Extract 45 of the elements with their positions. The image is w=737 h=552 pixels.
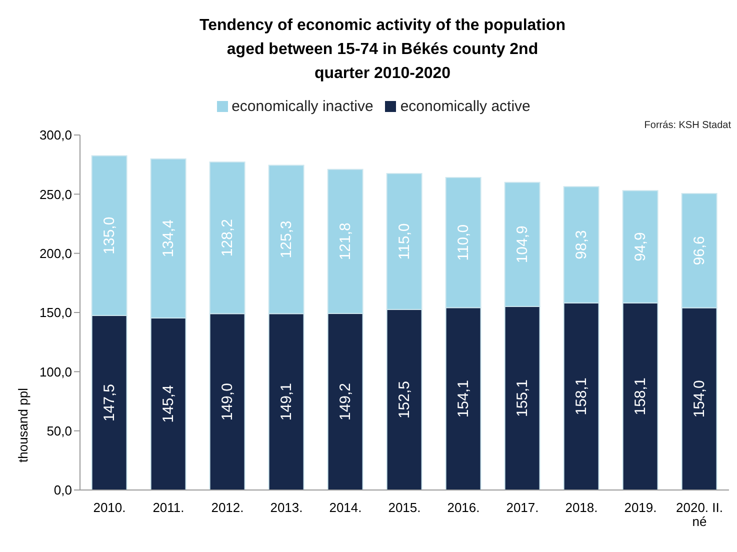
legend-label: economically inactive <box>230 98 374 115</box>
x-tick-label: 2013. <box>270 500 303 515</box>
data-label: 149,0 <box>218 383 236 421</box>
data-label: 110,0 <box>454 224 472 261</box>
data-label: 154,1 <box>454 380 472 418</box>
x-tick-label: 2019. <box>624 500 657 515</box>
text: Forrás: KSH Stadat <box>644 120 731 131</box>
data-label: 104,9 <box>514 226 531 264</box>
data-label: 125,3 <box>278 220 295 258</box>
x-tick-label: 2014. <box>329 500 362 515</box>
data-label: 149,1 <box>278 383 295 421</box>
data-label: 152,5 <box>396 380 413 419</box>
y-tick-label: 150,0 <box>39 305 72 320</box>
x-tick-label: 2018. <box>565 500 598 515</box>
data-label: 121,8 <box>336 222 354 260</box>
x-tick-label: 2017. <box>506 500 539 515</box>
chart-title: Tendency of economic activity of the population aged between 15-74 in Békés county 2nd quarter 2010-2020 <box>198 16 566 84</box>
data-label: 115,0 <box>396 223 413 260</box>
data-label: 155,1 <box>514 379 531 418</box>
data-label: 98,3 <box>572 230 590 260</box>
x-tick-label: 2012. <box>211 500 244 515</box>
x-tick-label: 2010. <box>93 500 126 515</box>
data-label: 94,9 <box>632 232 649 262</box>
y-axis-title: thousand ppl <box>16 388 31 462</box>
data-label: 128,2 <box>218 219 236 257</box>
data-label: 158,1 <box>632 378 649 416</box>
data-label: 96,6 <box>690 236 708 266</box>
x-tick-label: 2016. <box>447 500 480 515</box>
data-label: 134,4 <box>160 220 177 258</box>
data-label: 147,5 <box>100 384 118 422</box>
data-label: 149,2 <box>336 382 354 420</box>
data-label: 154,0 <box>690 380 708 418</box>
data-label: 135,0 <box>100 216 118 254</box>
data-label: 145,4 <box>160 385 177 423</box>
y-tick-label: 300,0 <box>39 128 72 143</box>
legend-label: economically active <box>399 98 530 115</box>
y-tick-label: 250,0 <box>39 186 72 202</box>
x-tick-label: 2011. <box>152 500 184 515</box>
y-tick-label: 50,0 <box>46 423 72 438</box>
data-label: 158,1 <box>572 378 590 416</box>
y-tick-label: 100,0 <box>39 364 72 380</box>
x-tick-label: 2015. <box>388 500 421 515</box>
y-tick-label: 0,0 <box>54 482 72 498</box>
y-tick-label: 200,0 <box>39 246 72 261</box>
x-tick-label: 2020. II. né <box>676 500 723 529</box>
